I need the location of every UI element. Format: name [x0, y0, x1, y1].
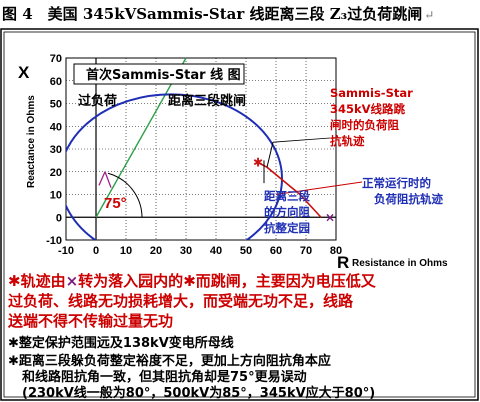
star-icon: ✱ — [183, 272, 196, 290]
note-2: ✱整定保护范围远及138kV变电所母线 — [8, 336, 234, 351]
x-tick-label: -10 — [58, 245, 74, 257]
star-icon: ✱ — [8, 354, 19, 369]
return-mark-icon: ↵ — [424, 8, 435, 22]
frame-outer — [0, 28, 479, 401]
impedance-diagram: -10 0 10 20 30 40 50 60 70 80 -10 0 10 20 30 40 50 60 70 ✱… — [0, 28, 479, 401]
x-axis-letter: R — [337, 253, 349, 272]
y-tick-label: -10 — [46, 235, 62, 247]
star-icon: ✱ — [8, 272, 21, 290]
label-circle-3: 抗整定园 — [264, 221, 310, 235]
relay-angle-line — [95, 57, 187, 218]
title-box-text: 首次Sammis-Star 线 图 — [86, 67, 241, 83]
caption-text: 图 4 美国 345kVSammis-Star 线距离三段 Z₃过负荷跳闸 — [2, 5, 423, 23]
leader-line-normal — [275, 181, 363, 195]
label-traj-3: 闸时的负荷阻 — [330, 118, 399, 132]
note-1-line-3: 送端不得不传输过量无功 — [8, 312, 174, 330]
label-zone3-trip: 距离三段跳闸 — [168, 93, 246, 109]
x-tick-label: 30 — [180, 245, 192, 257]
label-traj-4: 抗轨迹 — [330, 134, 365, 148]
x-tick-label: 40 — [210, 245, 222, 257]
x-tick-label: 20 — [150, 245, 162, 257]
y-tick-label: 30 — [50, 144, 62, 156]
x-tick-label: 70 — [300, 245, 312, 257]
leader-line-trajectory-2 — [272, 137, 331, 143]
leader-line-trajectory — [266, 142, 274, 168]
load-trajectory — [257, 161, 322, 218]
x-tick-label: 10 — [120, 245, 132, 257]
label-normal-2: 负荷阻抗轨迹 — [374, 192, 443, 206]
x-tick-label: 0 — [93, 245, 99, 257]
x-tick-label: 60 — [270, 245, 282, 257]
note-3-line-3: (230kV线一般为80°，500kV为85°，345kV应大于80°) — [22, 386, 376, 401]
note-1-line-1: ✱轨迹由×转为落入园内的✱而跳闸，主要因为电压低又 — [8, 272, 376, 290]
label-circle-1: 距离三段 — [264, 189, 310, 203]
label-traj-1: Sammis-Star — [330, 86, 413, 100]
y-tick-label: 10 — [50, 190, 62, 202]
y-tick-label: 60 — [50, 76, 62, 88]
x-tick-label: 50 — [240, 245, 252, 257]
normal-point-cross-icon: × — [325, 210, 335, 224]
label-normal-1: 正常运行时的 — [362, 176, 431, 190]
y-tick-label: 20 — [50, 167, 62, 179]
angle-label: 75° — [104, 195, 127, 212]
figure-caption: 图 4 美国 345kVSammis-Star 线距离三段 Z₃过负荷跳闸 ↵ — [2, 2, 478, 26]
trip-point-star-icon: ✱ — [253, 156, 263, 170]
y-axis-letter: X — [18, 63, 30, 82]
label-overload: 过负荷 — [78, 93, 117, 109]
note-1-line-2: 过负荷、线路无功损耗增大，而受端无功不足，线路 — [8, 292, 354, 310]
y-axis-unit: Reactance in Ohms — [26, 95, 37, 188]
diagram-panel: -10 0 10 20 30 40 50 60 70 80 -10 0 10 20 30 40 50 60 70 ✱… — [0, 28, 480, 402]
title-box — [73, 63, 245, 85]
angle-arrow-icon — [98, 171, 112, 188]
zone3-circle — [66, 93, 283, 240]
angle-arc — [107, 172, 143, 218]
label-traj-2: 345kV线路跳 — [330, 102, 406, 116]
y-tick-label: 40 — [50, 121, 62, 133]
label-circle-2: 的方向阻 — [264, 205, 310, 219]
star-icon: ✱ — [8, 336, 19, 351]
x-tick-label: 80 — [330, 245, 342, 257]
y-tick-label: 70 — [50, 53, 62, 65]
y-tick-label: 0 — [56, 212, 62, 224]
y-tick-label: 50 — [50, 99, 62, 111]
cross-icon: × — [65, 272, 79, 290]
x-axis-unit: Resistance in Ohms — [352, 258, 448, 269]
note-3-line-1: ✱距离三段躲负荷整定裕度不足，更加上方向阻抗角本应 — [8, 354, 331, 369]
note-3-line-2: 和线路阻抗角一致，但其阻抗角却是75°更易误动 — [22, 370, 307, 385]
frame-inner — [3, 31, 476, 398]
